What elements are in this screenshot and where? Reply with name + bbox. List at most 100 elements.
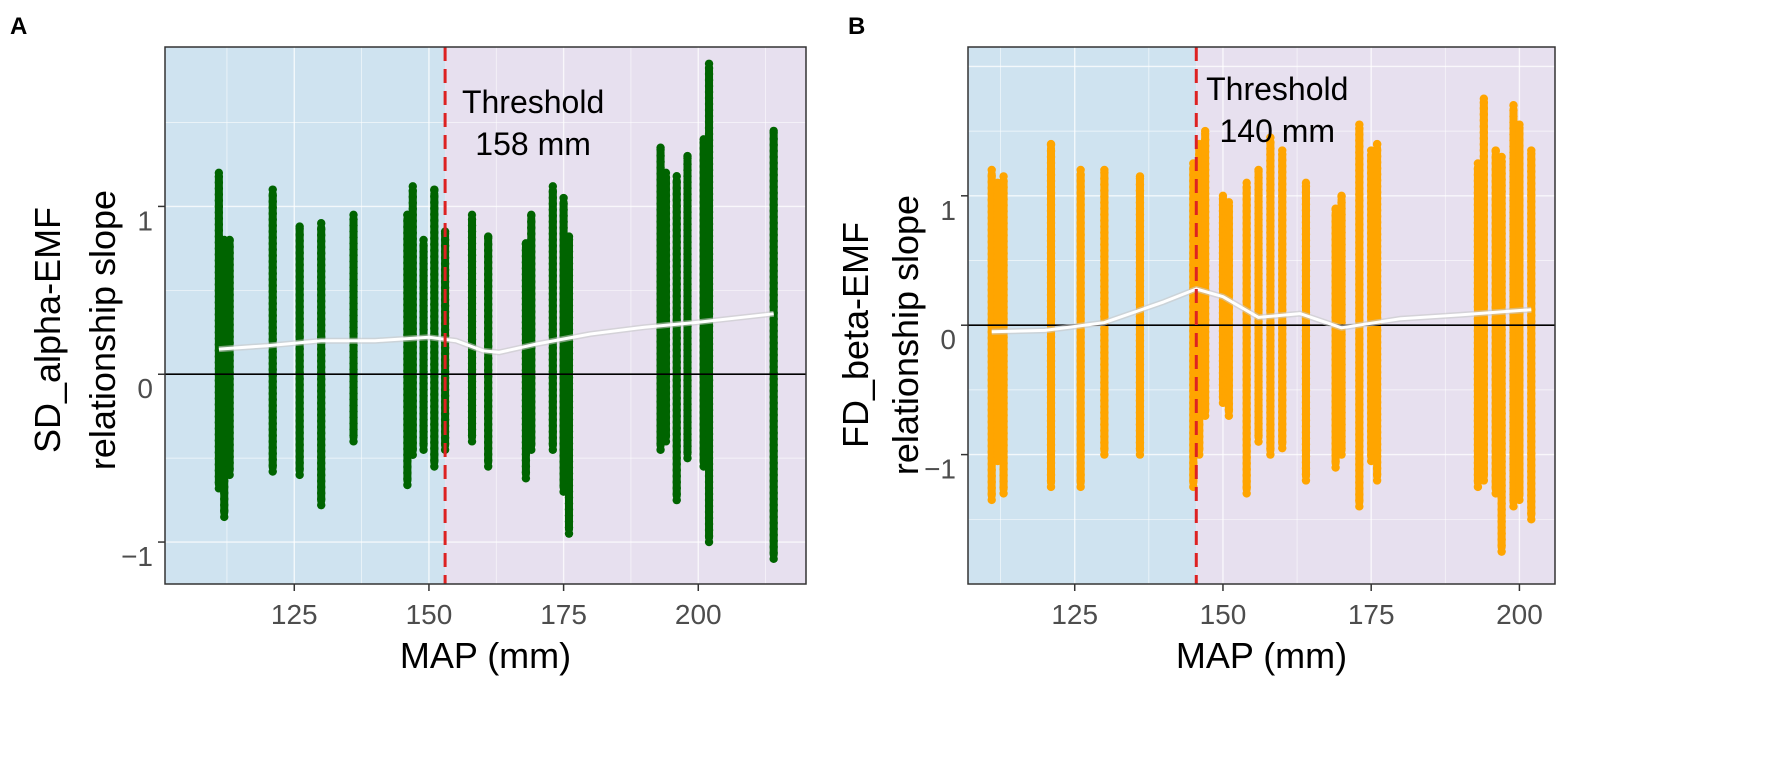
data-point — [1278, 173, 1287, 183]
data-point — [1135, 228, 1145, 237]
data-point — [527, 385, 536, 394]
data-point — [1100, 165, 1109, 175]
x-tick-label: 125 — [1051, 599, 1098, 630]
data-point — [564, 295, 574, 304]
data-point — [564, 505, 574, 514]
data-point — [527, 355, 536, 364]
data-point — [683, 151, 692, 161]
data-point — [704, 495, 714, 505]
data-point — [1242, 351, 1251, 360]
data-point — [1254, 407, 1263, 416]
data-point — [1497, 247, 1506, 256]
data-point — [704, 93, 714, 103]
data-point — [1266, 396, 1275, 405]
data-point — [1254, 413, 1263, 422]
data-point — [1046, 350, 1056, 360]
data-point — [1355, 496, 1364, 505]
data-point — [1515, 231, 1524, 241]
data-point — [268, 383, 277, 392]
data-point — [769, 500, 778, 510]
data-point — [317, 356, 326, 366]
data-point — [1046, 380, 1056, 390]
data-point — [999, 207, 1008, 216]
data-point — [527, 415, 536, 424]
panel-b: B 125 150 175 200−101 FD_beta-EMF relations… — [835, 13, 1556, 676]
data-point — [704, 399, 714, 409]
data-point — [704, 525, 714, 535]
data-point — [1254, 353, 1263, 362]
data-point — [1515, 399, 1524, 409]
data-point — [1100, 234, 1109, 243]
data-point — [483, 294, 493, 303]
data-point — [564, 445, 574, 454]
data-point — [527, 271, 536, 280]
data-point — [214, 220, 224, 229]
data-point — [1301, 266, 1311, 275]
data-point — [1372, 446, 1382, 455]
data-point — [1337, 438, 1346, 447]
data-point — [1355, 484, 1364, 493]
data-point — [987, 471, 996, 481]
point-column — [440, 227, 450, 454]
x-tick-label: 200 — [1496, 599, 1543, 630]
data-point — [225, 242, 234, 252]
data-point — [1372, 476, 1382, 485]
data-point — [661, 413, 671, 422]
data-point — [548, 445, 558, 454]
data-point — [1515, 471, 1524, 481]
data-point — [1509, 112, 1518, 121]
data-point — [349, 275, 358, 284]
data-point — [483, 264, 493, 273]
data-point — [1076, 446, 1085, 456]
data-point — [1200, 135, 1210, 144]
data-point — [1355, 268, 1364, 277]
data-point — [1301, 344, 1311, 353]
data-point — [672, 195, 681, 205]
data-point — [999, 303, 1008, 312]
data-point — [1100, 222, 1109, 231]
data-point — [220, 476, 229, 486]
point-column — [1372, 139, 1382, 485]
data-point — [1515, 135, 1524, 145]
data-point — [704, 537, 714, 547]
data-point — [1527, 173, 1536, 182]
data-point — [1515, 477, 1524, 487]
data-point — [1254, 365, 1263, 374]
data-point — [527, 403, 536, 412]
data-point — [1337, 300, 1346, 309]
point-column — [1224, 198, 1234, 420]
data-point — [1200, 411, 1210, 420]
x-tick-label: 150 — [406, 599, 453, 630]
data-point — [225, 374, 234, 384]
data-point — [268, 431, 277, 440]
data-point — [268, 323, 277, 332]
data-point — [317, 482, 326, 492]
data-point — [1046, 242, 1056, 252]
data-point — [1372, 248, 1382, 257]
data-point — [1479, 194, 1489, 203]
data-point — [1100, 378, 1109, 387]
data-point — [1527, 353, 1536, 362]
data-point — [1266, 228, 1275, 237]
data-point — [1527, 365, 1536, 374]
data-point — [1479, 422, 1489, 431]
data-point — [1200, 273, 1210, 282]
data-point — [1100, 300, 1109, 309]
data-point — [999, 285, 1008, 294]
data-point — [408, 396, 417, 405]
data-point — [661, 419, 671, 428]
data-point — [1515, 447, 1524, 457]
y-tick-label: 1 — [940, 195, 956, 226]
data-point — [1266, 342, 1275, 351]
point-column — [1497, 152, 1506, 556]
data-point — [1355, 238, 1364, 247]
data-point — [527, 259, 536, 268]
data-point — [527, 223, 536, 232]
data-point — [661, 401, 671, 410]
data-point — [440, 277, 450, 286]
data-point — [1135, 234, 1145, 243]
data-point — [999, 339, 1008, 348]
data-point — [1337, 336, 1346, 345]
data-point — [1266, 282, 1275, 291]
data-point — [672, 459, 681, 469]
